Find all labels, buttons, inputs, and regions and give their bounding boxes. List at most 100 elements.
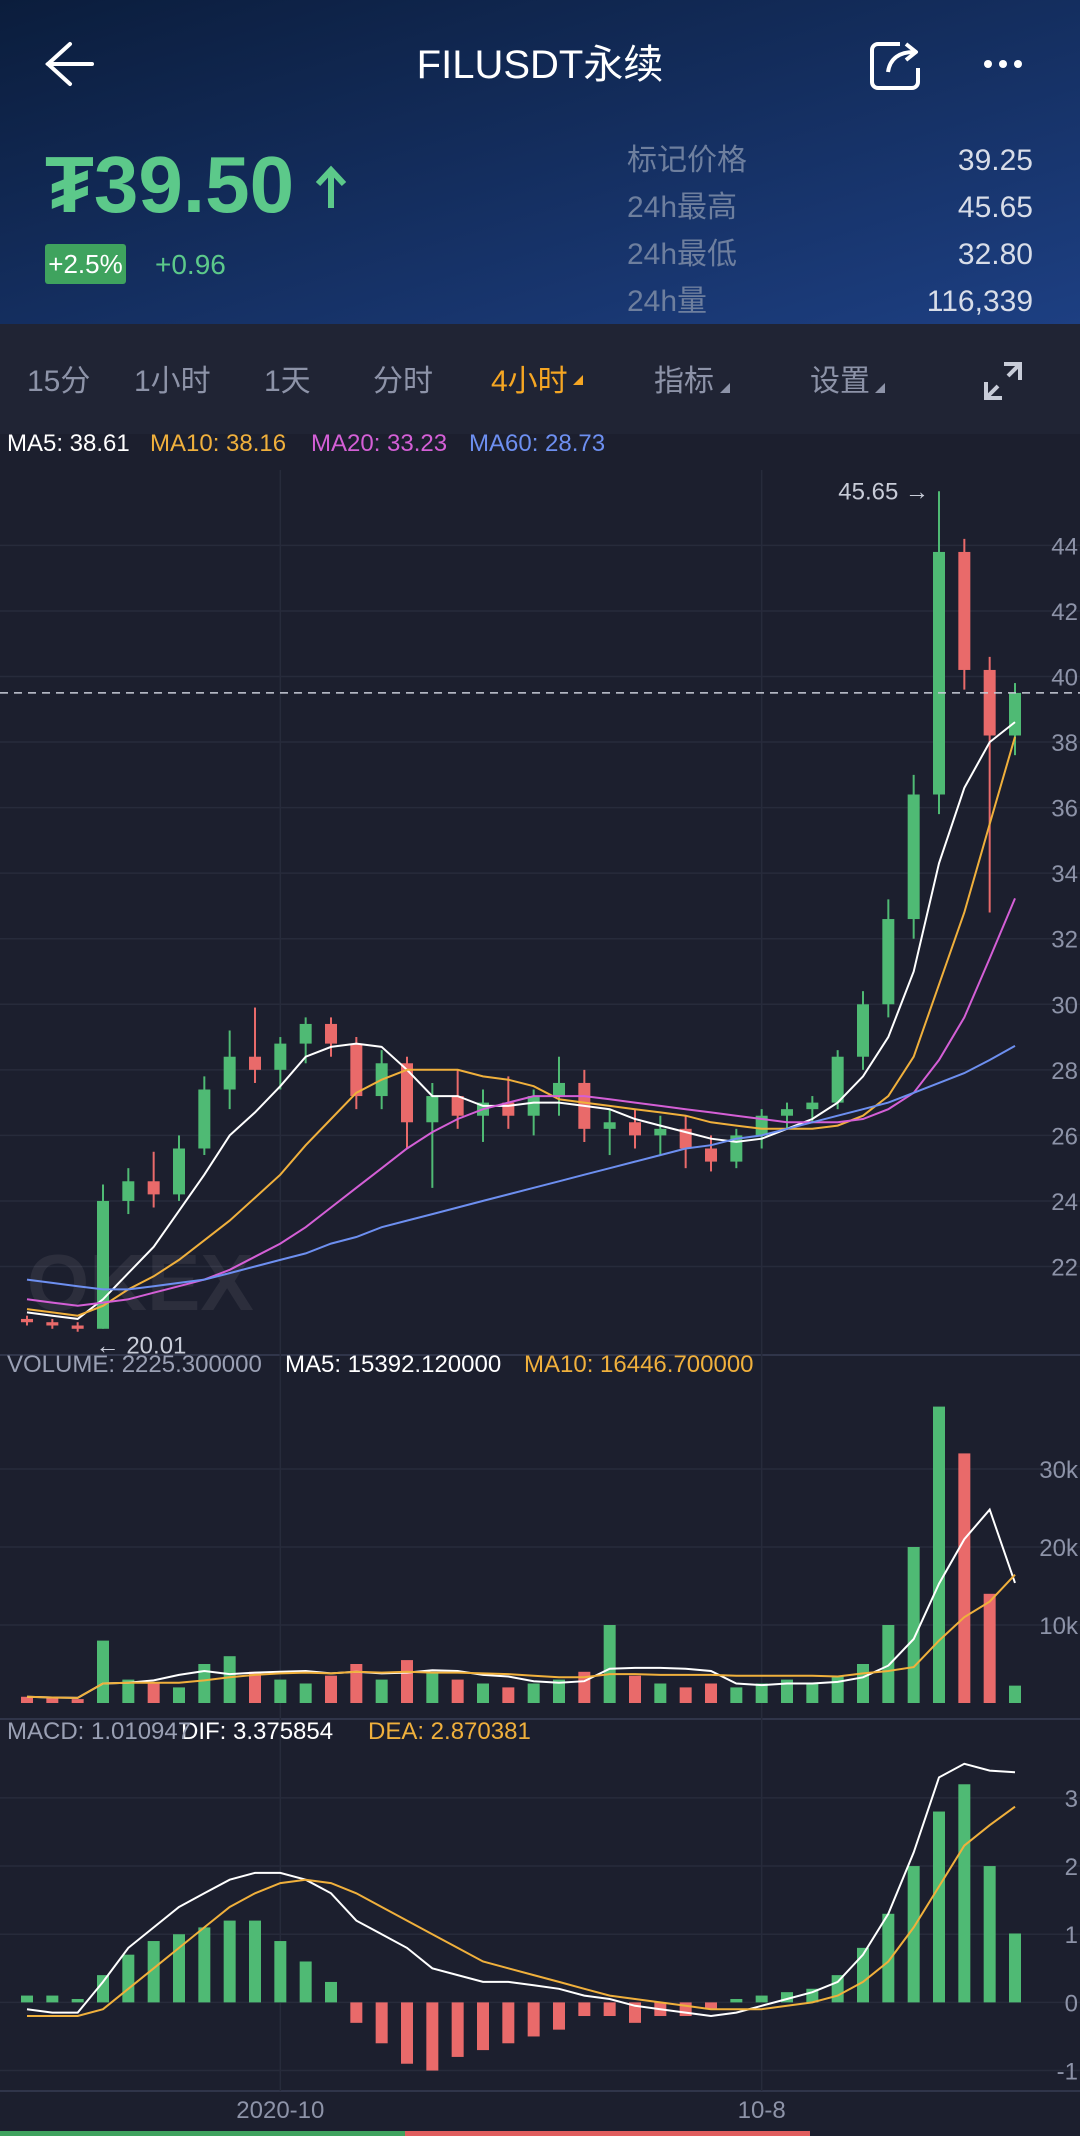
volume-bar: [21, 1696, 33, 1703]
y-tick-label: 20k: [1039, 1535, 1079, 1562]
more-button[interactable]: [984, 60, 1022, 68]
candle-body: [299, 1023, 312, 1044]
macd-bar: [350, 2002, 363, 2023]
interval-tab[interactable]: 指标: [654, 365, 714, 398]
share-button[interactable]: [870, 42, 920, 90]
interval-tab[interactable]: 1小时: [134, 365, 211, 398]
charts: 22 24 26 28 30 32 34 36 38 40 42 44 10k 20k 30k -1 0 1 2 3 2…: [0, 430, 1080, 2124]
y-tick-label: 1: [1065, 1922, 1078, 1949]
volume-bar: [451, 1679, 464, 1703]
interval-tab[interactable]: 15分: [27, 365, 90, 398]
x-tick-label: 2020-10: [236, 2097, 324, 2124]
macd-bar: [223, 1920, 236, 2003]
stat-value: 116,339: [927, 285, 1033, 318]
volume-bar: [629, 1675, 641, 1703]
candle-body: [147, 1181, 160, 1195]
indicator-line: [26, 1762, 1016, 2018]
macd-bar: [1009, 1933, 1021, 2003]
macd-bar: [147, 1941, 160, 2003]
candle-body: [97, 1200, 109, 1329]
stat-value: 39.25: [958, 144, 1033, 177]
candle-body: [223, 1056, 236, 1090]
volume-bar: [249, 1671, 261, 1703]
macd-bar: [907, 1866, 920, 2003]
macd-bar: [781, 1992, 793, 2003]
x-tick-label: 10-8: [738, 2097, 786, 2124]
macd-bar: [274, 1941, 287, 2003]
volume-bar: [147, 1683, 160, 1703]
volume-bar: [755, 1683, 768, 1703]
legend-entry: MA5: 15392.120000: [285, 1351, 501, 1378]
stat-label: 24h量: [627, 285, 707, 318]
y-tick-label: 38: [1051, 730, 1078, 757]
macd-bar: [553, 2002, 565, 2030]
legend-entry: MA60: 28.73: [469, 430, 605, 457]
volume-bar: [325, 1675, 337, 1703]
macd-bar: [21, 1995, 33, 2003]
up-arrow: [315, 165, 347, 208]
volume-bar: [705, 1683, 717, 1703]
panel-separators: [0, 1354, 1080, 2092]
interval-tab[interactable]: 4小时: [491, 365, 568, 398]
back-button[interactable]: [45, 42, 94, 86]
macd-bar: [97, 1975, 109, 2003]
y-tick-label: 34: [1051, 861, 1078, 888]
legend-entry: MA10: 38.16: [150, 430, 286, 457]
legend-entry: VOLUME: 2225.300000: [7, 1351, 262, 1378]
volume-bar: [477, 1683, 489, 1703]
interval-tab[interactable]: 分时: [373, 365, 433, 398]
volume-bar: [426, 1671, 439, 1703]
macd-bar: [958, 1784, 971, 2003]
dropdown-markers: [573, 375, 885, 393]
volume-bar: [679, 1687, 692, 1703]
volume-bar: [654, 1683, 667, 1703]
y-tick-label: 3: [1065, 1786, 1078, 1813]
volume-bar: [831, 1675, 844, 1703]
macd-bar: [122, 1954, 135, 2003]
y-tick-label: 30k: [1039, 1457, 1079, 1484]
fullscreen-button[interactable]: [984, 362, 1022, 400]
low-annotation: ← 20.01: [96, 1333, 187, 1360]
macd-bar: [527, 2002, 540, 2037]
candle-body: [401, 1063, 413, 1123]
macd-bar: [401, 2002, 413, 2064]
candle-body: [806, 1102, 819, 1110]
legend-entry: MA20: 33.23: [311, 430, 447, 457]
change-badge: [45, 244, 126, 284]
y-tick-label: 42: [1051, 599, 1078, 626]
volume-bar: [958, 1453, 971, 1703]
volume-bar: [122, 1679, 135, 1703]
candle-body: [983, 669, 996, 736]
candle-body: [933, 551, 945, 795]
y-tick-label: 28: [1051, 1058, 1078, 1085]
stat-label: 24h最低: [627, 238, 737, 271]
volume-bar: [350, 1664, 363, 1703]
candle-body: [907, 794, 920, 920]
macd-bar: [933, 1811, 945, 2003]
macd-bar: [705, 2002, 717, 2010]
interval-tab[interactable]: 1天: [264, 365, 311, 398]
candle-body: [781, 1109, 793, 1116]
volume-bar: [553, 1679, 565, 1703]
candle-body: [274, 1043, 287, 1070]
volume-bar: [527, 1683, 540, 1703]
tabs: 15分 1小时 1天 分时 4小时 指标 设置: [27, 365, 870, 398]
macd-bar: [629, 2002, 641, 2023]
y-tick-label: 10k: [1039, 1613, 1079, 1640]
volume-bar: [71, 1699, 84, 1703]
macd-bar: [730, 1998, 743, 2003]
macd-bar: [325, 1981, 337, 2003]
y-tick-label: 24: [1051, 1189, 1078, 1216]
interval-tab[interactable]: 设置: [810, 365, 870, 398]
candle-body: [705, 1148, 717, 1162]
candle-body: [21, 1318, 33, 1323]
y-tick-label: 22: [1051, 1255, 1078, 1282]
tab-bar: [0, 324, 1080, 434]
macd-bar: [882, 1913, 895, 2003]
volume-bar: [97, 1640, 109, 1703]
volume-bar: [857, 1664, 869, 1703]
candle-body: [46, 1322, 59, 1326]
candle-body: [882, 919, 895, 1005]
change-percent: +2.5%: [48, 249, 122, 279]
macd-bar: [603, 2002, 616, 2017]
